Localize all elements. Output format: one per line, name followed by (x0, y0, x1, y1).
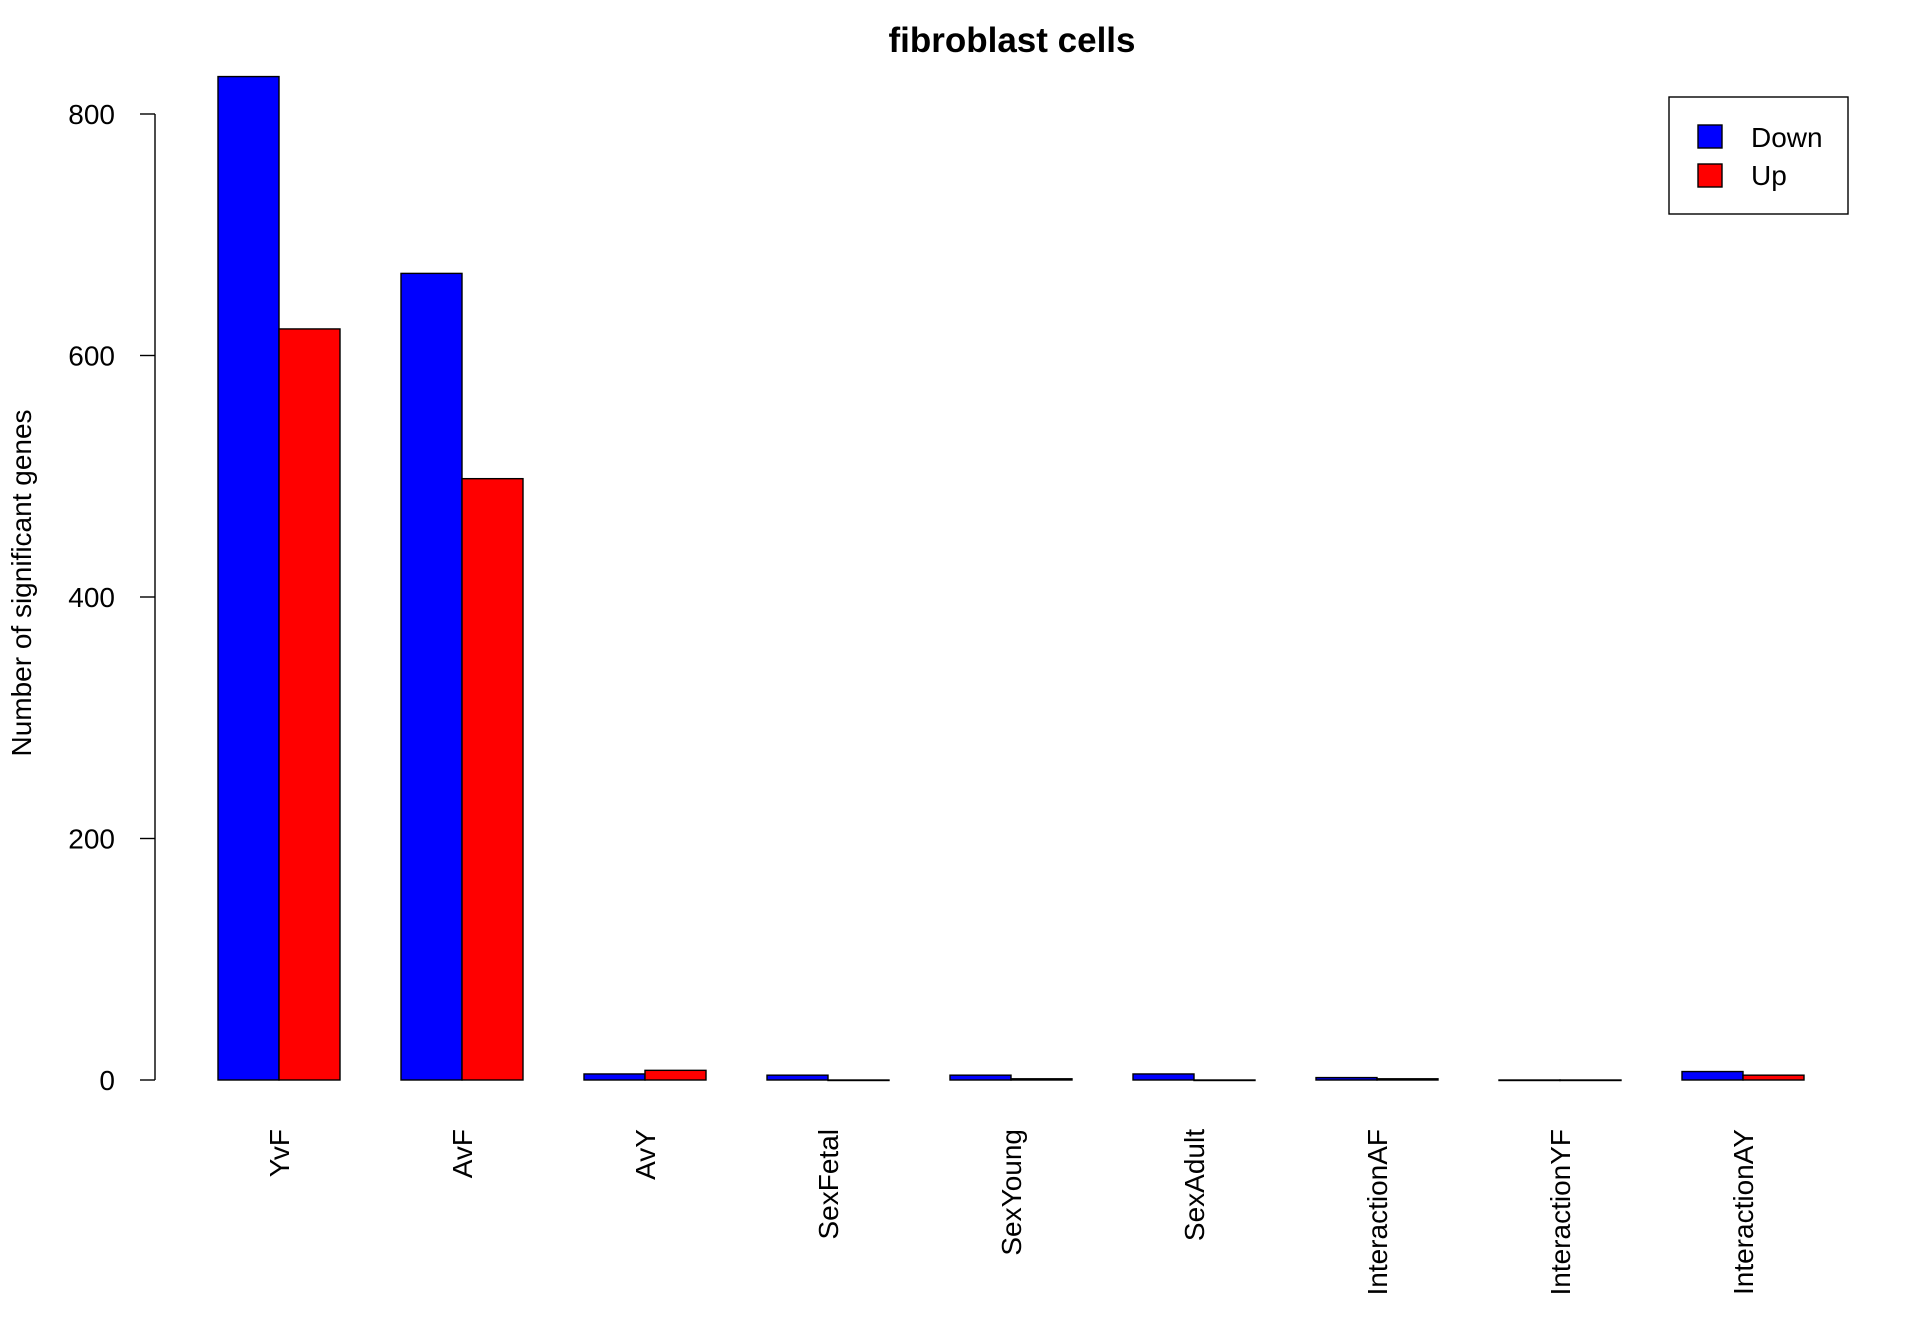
y-tick-label-200: 200 (68, 823, 115, 854)
bar-up-avy (644, 1069, 707, 1081)
bar-up-sexfetal (827, 1079, 890, 1082)
bar-down-interactionaf (1315, 1076, 1378, 1081)
y-tick-label-400: 400 (68, 582, 115, 613)
bar-up-yvf (278, 328, 341, 1081)
bar-down-sexyoung (949, 1074, 1012, 1081)
x-tick-label-avy: AvY (630, 1129, 661, 1180)
bar-up-sexyoung (1010, 1078, 1073, 1081)
bar-down-sexadult (1132, 1073, 1195, 1081)
x-tick-label-interactionaf: InteractionAF (1362, 1129, 1393, 1296)
bar-down-yvf (217, 75, 280, 1081)
y-tick-label-0: 0 (99, 1065, 115, 1096)
x-tick-label-sexadult: SexAdult (1179, 1129, 1210, 1241)
legend-swatch-up (1697, 163, 1723, 188)
x-tick-label-sexfetal: SexFetal (813, 1129, 844, 1240)
legend-label-up: Up (1751, 160, 1787, 191)
x-tick-label-interactionay: InteractionAY (1728, 1129, 1759, 1295)
bar-up-interactionyf (1559, 1079, 1622, 1082)
legend: Down Up (1668, 96, 1849, 215)
legend-label-down: Down (1751, 122, 1823, 153)
bar-up-sexadult (1193, 1079, 1256, 1082)
bar-up-interactionay (1742, 1074, 1805, 1081)
bar-down-interactionyf (1498, 1079, 1561, 1082)
x-axis-labels: YvF AvF AvY SexFetal SexYoung SexAdult Interac… (264, 1129, 1759, 1296)
y-tick-label-800: 800 (68, 99, 115, 130)
y-axis-label: Number of significant genes (6, 409, 37, 756)
x-tick-label-interactionyf: InteractionYF (1545, 1129, 1576, 1296)
x-tick-label-yvf: YvF (264, 1129, 295, 1177)
bar-up-avf (461, 477, 524, 1081)
y-tick-label-600: 600 (68, 340, 115, 371)
bar-down-avf (400, 272, 463, 1081)
bars-group (217, 75, 1805, 1082)
legend-swatch-down (1697, 124, 1723, 149)
x-tick-label-sexyoung: SexYoung (996, 1129, 1027, 1256)
chart-title: fibroblast cells (888, 21, 1135, 60)
bar-down-sexfetal (766, 1074, 829, 1081)
bar-down-interactionay (1681, 1070, 1744, 1081)
legend-box (1668, 96, 1849, 215)
bar-up-interactionaf (1376, 1078, 1439, 1081)
y-axis: 0 200 400 600 800 (68, 99, 156, 1096)
x-tick-label-avf: AvF (447, 1129, 478, 1178)
bar-down-avy (583, 1073, 646, 1081)
